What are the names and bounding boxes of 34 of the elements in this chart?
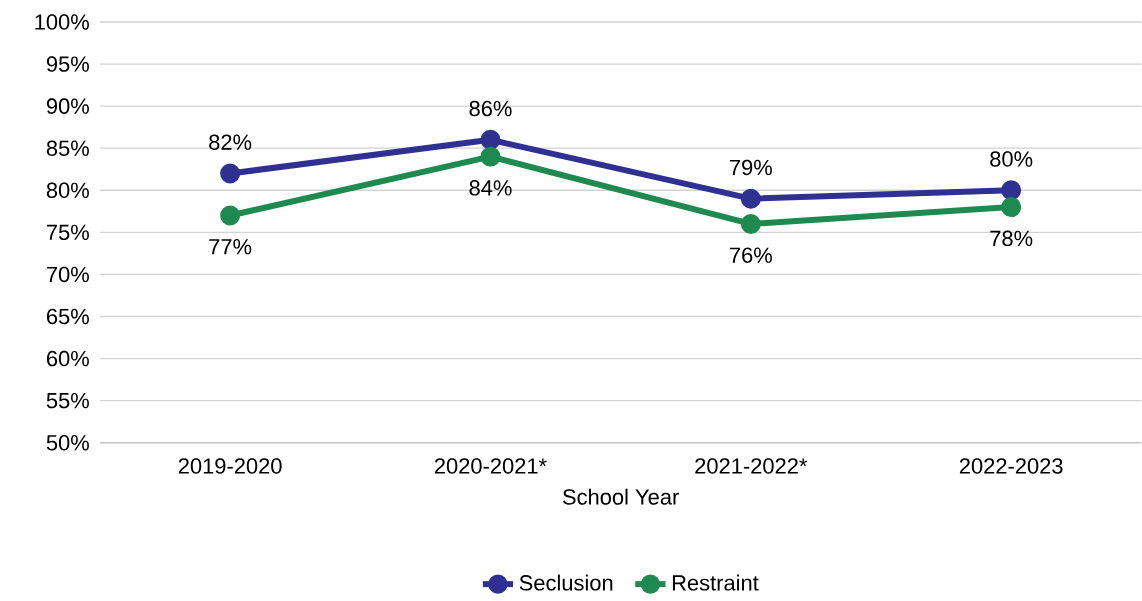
- data-label: 77%: [209, 239, 252, 255]
- point: [1001, 180, 1022, 201]
- data-label: 80%: [990, 151, 1033, 167]
- y-tick-label: 70%: [47, 266, 89, 283]
- y-tick-label: 50%: [46, 435, 89, 451]
- y-tick-label: 95%: [46, 56, 89, 72]
- point: [220, 205, 241, 226]
- y-tick-label: 100%: [35, 14, 89, 30]
- y-tick-label: 85%: [46, 140, 89, 157]
- y-tick-label: 60%: [46, 350, 89, 367]
- data-label: 86%: [469, 100, 512, 117]
- legend-label: Restraint: [672, 574, 759, 591]
- x-tick-label: 2021-2022*: [695, 458, 808, 474]
- y-tick-label: 90%: [46, 98, 89, 115]
- y-tick-label: 80%: [46, 182, 89, 199]
- point: [1001, 197, 1022, 218]
- data-label: 84%: [469, 180, 512, 196]
- x-tick-label: 2019-2020: [178, 458, 282, 474]
- x-tick-label: 2022-2023: [959, 458, 1063, 474]
- data-label: 82%: [209, 134, 252, 151]
- y-tick-label: 55%: [46, 393, 89, 409]
- legend-label: Seclusion: [519, 574, 613, 591]
- point: [480, 129, 501, 150]
- point: [740, 188, 761, 209]
- point: [480, 146, 501, 167]
- point: [740, 214, 761, 235]
- y-tick-label: 65%: [46, 308, 89, 325]
- data-label: 76%: [730, 247, 772, 264]
- data-label: 78%: [990, 230, 1033, 247]
- x-tick-label: 2020-2021*: [434, 458, 547, 474]
- y-tick-label: 75%: [47, 224, 89, 241]
- point: [220, 163, 241, 184]
- data-label: 79%: [730, 159, 772, 176]
- x-axis-title: School Year: [562, 488, 679, 505]
